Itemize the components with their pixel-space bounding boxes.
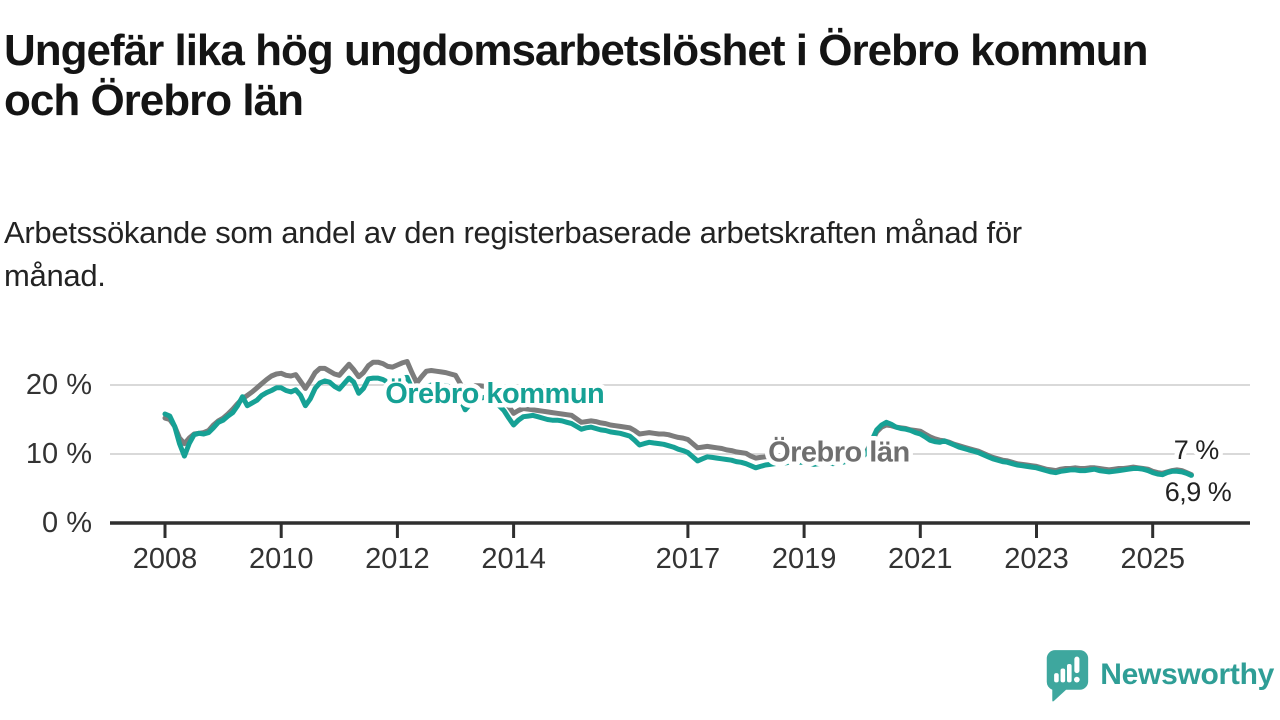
logo-exclamation-bar — [1074, 656, 1080, 674]
x-tick-label: 2014 — [481, 543, 546, 575]
series-line--rebro-kommun — [162, 374, 1194, 478]
newsworthy-branding: Newsworthy — [1044, 648, 1274, 702]
x-tick-label: 2012 — [365, 543, 430, 575]
x-tick-label: 2019 — [772, 543, 837, 575]
brand-name: Newsworthy — [1100, 658, 1274, 691]
series-inline-label: Örebro län — [768, 435, 910, 468]
chart-title-line-2: och Örebro län — [4, 76, 304, 126]
chart-title: Ungefär lika hög ungdomsarbetslöshet i Ö… — [4, 26, 1276, 126]
x-tick-label: 2023 — [1004, 543, 1069, 575]
chart-subtitle-line-2: månad. — [4, 257, 106, 293]
x-tick-label: 2010 — [249, 543, 314, 575]
chart-title-line-1: Ungefär lika hög ungdomsarbetslöshet i Ö… — [4, 26, 1149, 75]
y-tick-label: 10 % — [26, 438, 92, 470]
logo-bar-3 — [1067, 663, 1072, 683]
x-tick-label: 2017 — [656, 543, 721, 575]
y-tick-label: 0 % — [42, 507, 92, 539]
y-tick-label: 20 % — [26, 369, 92, 401]
newsworthy-logo-icon — [1047, 650, 1089, 702]
end-value-label: 7 % — [1174, 435, 1220, 465]
x-tick-label: 2008 — [133, 543, 198, 575]
logo-exclamation-dot — [1074, 676, 1080, 683]
logo-bar-1 — [1054, 673, 1060, 683]
series-inline-label: Örebro kommun — [385, 377, 604, 410]
x-tick-label: 2025 — [1120, 543, 1185, 575]
chart-subtitle: Arbetssökande som andel av den registerb… — [4, 212, 1204, 298]
chart-subtitle-line-1: Arbetssökande som andel av den registerb… — [4, 215, 1022, 250]
logo-bar-2 — [1060, 668, 1066, 683]
series-line--rebro-l-n — [162, 359, 1194, 478]
end-value-label: 6,9 % — [1165, 477, 1232, 507]
x-tick-label: 2021 — [888, 543, 953, 575]
